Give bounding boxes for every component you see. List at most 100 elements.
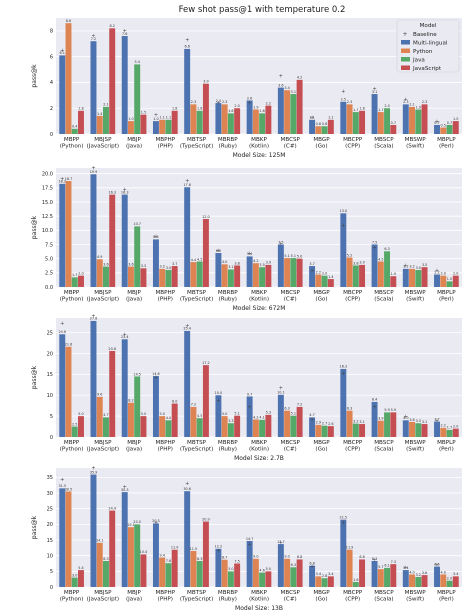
baseline-marker: +	[185, 323, 189, 329]
figure-title: Few shot pass@1 with temperature 0.2	[179, 5, 346, 15]
bar-js	[296, 79, 303, 134]
bar-multi	[152, 376, 159, 437]
bar-value-label: 5.1	[234, 412, 239, 416]
bar-value-label: 7.2	[191, 403, 196, 407]
bar-value-label: 3.4	[316, 572, 321, 576]
bar-value-label: 2.3	[222, 100, 227, 104]
bar-value-label: 4.0	[166, 416, 171, 420]
legend-baseline-marker: +	[402, 31, 407, 38]
bar-value-label: 5.1	[284, 254, 289, 258]
bar-java	[71, 426, 78, 437]
bar-python	[440, 275, 447, 287]
x-tick-label: (Go)	[315, 297, 327, 303]
bar-value-label: 8.6	[66, 19, 71, 23]
bar-python	[409, 574, 416, 587]
bar-value-label: 8.8	[297, 555, 302, 559]
baseline-marker: +	[123, 485, 127, 491]
bar-value-label: 4.0	[409, 570, 414, 574]
y-tick-label: 12.5	[42, 214, 53, 220]
x-tick-label: MBSWP	[405, 440, 427, 446]
bar-python	[284, 90, 291, 134]
bar-java	[259, 419, 266, 437]
bar-value-label: 14.7	[246, 537, 254, 541]
bar-value-label: 1.4	[328, 275, 333, 279]
bar-js	[359, 559, 366, 587]
bar-value-label: 9.7	[247, 392, 252, 396]
bar-python	[284, 410, 291, 437]
bar-js	[452, 428, 459, 437]
y-tick-label: 17.5	[42, 186, 53, 192]
bar-js	[171, 266, 178, 287]
y-tick-label: 5.0	[45, 256, 53, 262]
x-tick-label: MBGP	[313, 290, 330, 296]
bar-value-label: 1.8	[172, 107, 177, 111]
bar-value-label: 4.0	[441, 570, 446, 574]
bar-js	[78, 416, 84, 437]
bar-java	[352, 265, 359, 287]
bar-java	[259, 267, 266, 287]
bar-value-label: 20.0	[133, 520, 141, 524]
bar-value-label: 0.4	[72, 125, 77, 129]
baseline-marker: +	[185, 481, 189, 487]
x-tick-label: MBKP	[251, 440, 267, 446]
bar-value-label: 3.0	[72, 573, 77, 577]
bar-value-label: 8.4	[372, 398, 377, 402]
y-tick-label: 2.5	[45, 271, 53, 277]
bar-python	[315, 424, 322, 437]
bar-value-label: 11.5	[190, 547, 198, 551]
y-tick-label: 8	[50, 29, 53, 35]
bar-python	[65, 181, 72, 287]
y-tick-label: 25	[47, 507, 53, 513]
bar-value-label: 3.9	[378, 417, 383, 421]
bar-python	[409, 421, 416, 437]
bar-value-label: 8.2	[128, 399, 133, 403]
bar-value-label: 1.1	[309, 116, 314, 120]
bar-value-label: 3.0	[416, 266, 421, 270]
bar-value-label: 5.1	[291, 254, 296, 258]
baseline-marker: +	[216, 101, 220, 107]
bar-value-label: 6.8	[309, 562, 314, 566]
bar-value-label: 13.7	[277, 540, 285, 544]
bar-multi	[121, 492, 128, 587]
bar-value-label: 2.5	[72, 422, 77, 426]
x-tick-label: (C#)	[284, 597, 297, 603]
x-tick-label: MBSWP	[405, 137, 427, 143]
bar-js	[421, 104, 428, 134]
bar-js	[78, 110, 84, 134]
bar-value-label: 1.7	[378, 108, 383, 112]
bar-value-label: 5.4	[247, 252, 252, 256]
bar-js	[296, 559, 303, 587]
bar-multi	[90, 320, 97, 437]
bar-python	[96, 259, 103, 287]
bar-value-label: 3.2	[409, 265, 414, 269]
bar-value-label: 3.9	[266, 261, 271, 265]
baseline-marker: +	[279, 241, 283, 247]
bar-value-label: 8.0	[172, 399, 177, 403]
x-tick-label: MBCPP	[343, 440, 363, 446]
bar-value-label: 3.2	[416, 573, 421, 577]
x-tick-label: MBCSP	[281, 590, 301, 596]
bar-python	[252, 419, 259, 437]
bar-value-label: 2.2	[441, 424, 446, 428]
bar-value-label: 2.0	[78, 271, 83, 275]
bar-java	[321, 126, 328, 134]
y-tick-label: 15.0	[42, 200, 53, 206]
chart-panel-1: 0 2 4 6 8 pass@k 6.1 8.6 0.4 1.8 + MBPP(Python) 7.2 1…	[31, 18, 462, 159]
bar-java	[259, 572, 266, 587]
baseline-marker: +	[404, 565, 408, 571]
bar-value-label: 14.5	[133, 372, 141, 376]
baseline-marker: +	[404, 414, 408, 420]
bar-value-label: 30.5	[65, 487, 73, 491]
bar-java	[384, 567, 391, 587]
bar-js	[140, 416, 147, 437]
bar-java	[134, 226, 141, 287]
bar-value-label: 18.7	[65, 177, 73, 181]
x-tick-label: MBKP	[251, 137, 267, 143]
legend-box	[396, 19, 460, 73]
bar-java	[227, 571, 234, 587]
bar-multi	[277, 544, 284, 587]
bar-value-label: 6.1	[384, 564, 389, 568]
bar-multi	[59, 55, 66, 134]
bar-multi	[402, 570, 409, 587]
bar-multi	[309, 417, 316, 437]
